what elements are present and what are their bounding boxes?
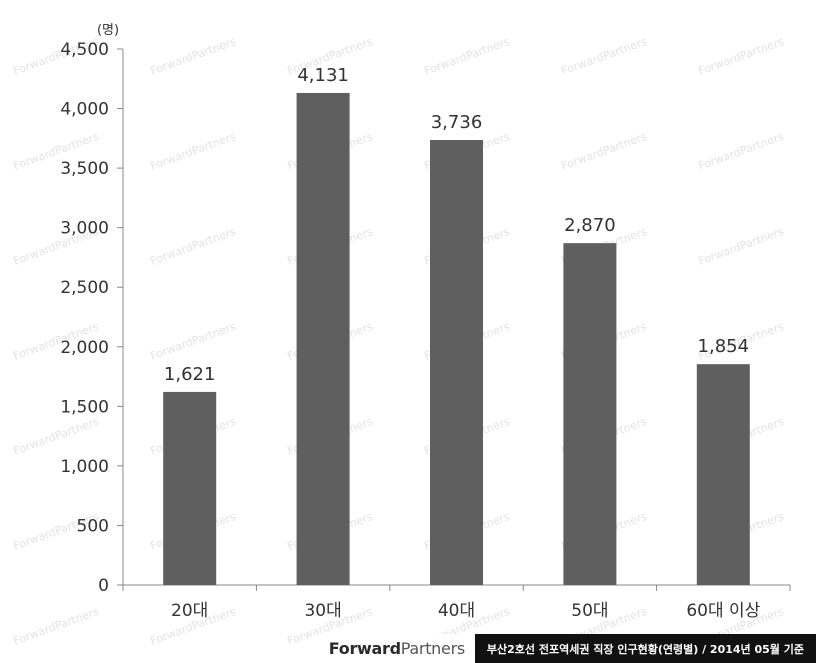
x-category-label: 50대: [571, 601, 608, 621]
footer-caption: 부산2호선 전포역세권 직장 인구현황(연령별) / 2014년 05월 기준: [474, 634, 816, 663]
bar: [163, 391, 217, 585]
y-tick-label: 1,500: [60, 397, 109, 417]
bar: [696, 364, 750, 585]
bar: [430, 140, 483, 585]
bar-value-label: 4,131: [297, 65, 349, 86]
watermark-text: ForwardPartners: [560, 35, 649, 78]
watermark-layer: ForwardPartners ForwardPartners ForwardPar…: [12, 35, 786, 648]
bar-value-label: 1,621: [164, 364, 216, 385]
x-category-label: 30대: [304, 601, 341, 621]
bar-value-label: 1,854: [698, 336, 750, 357]
watermark-text: ForwardPartners: [697, 225, 786, 268]
watermark-text: ForwardPartners: [560, 130, 649, 173]
bar-series: 1,621 4,131 3,736 2,870 1,854: [163, 65, 750, 586]
y-tick-label: 0: [98, 576, 109, 596]
logo-forward-text: Forward: [328, 639, 401, 658]
watermark-text: ForwardPartners: [12, 415, 101, 458]
watermark-text: ForwardPartners: [149, 320, 238, 363]
x-category-label: 40대: [438, 601, 475, 621]
y-axis-unit-label: (명): [97, 23, 119, 38]
logo-partners-text: Partners: [400, 639, 465, 658]
watermark-text: ForwardPartners: [12, 605, 101, 648]
watermark-text: ForwardPartners: [149, 35, 238, 78]
watermark-text: ForwardPartners: [697, 35, 786, 78]
bar-value-label: 2,870: [564, 215, 616, 236]
bar-value-label: 3,736: [431, 112, 483, 133]
bar: [563, 243, 617, 585]
bar: [296, 92, 350, 586]
y-tick-label: 4,000: [60, 100, 109, 120]
watermark-text: ForwardPartners: [697, 130, 786, 173]
watermark-text: ForwardPartners: [149, 130, 238, 173]
y-tick-label: 1,000: [60, 457, 109, 477]
y-tick-label: 2,000: [60, 338, 109, 358]
watermark-text: ForwardPartners: [149, 225, 238, 268]
x-category-label: 60대 이상: [686, 601, 760, 621]
y-tick-label: 3,000: [60, 219, 109, 239]
brand-logo: Forward Partners: [316, 634, 475, 663]
watermark-text: ForwardPartners: [423, 35, 512, 78]
y-axis: 0 500 1,000 1,500 2,000 2,500 3,000 3,500 4,000 4…: [60, 40, 124, 596]
x-category-label: 20대: [171, 601, 208, 621]
x-axis: 20대 30대 40대 50대 60대 이상: [122, 584, 791, 621]
y-tick-label: 2,500: [60, 278, 109, 298]
y-tick-label: 4,500: [60, 40, 109, 60]
footer-bar: Forward Partners 부산2호선 전포역세권 직장 인구현황(연령별)…: [316, 634, 816, 663]
y-tick-label: 500: [77, 516, 109, 536]
y-tick-label: 3,500: [60, 159, 109, 179]
